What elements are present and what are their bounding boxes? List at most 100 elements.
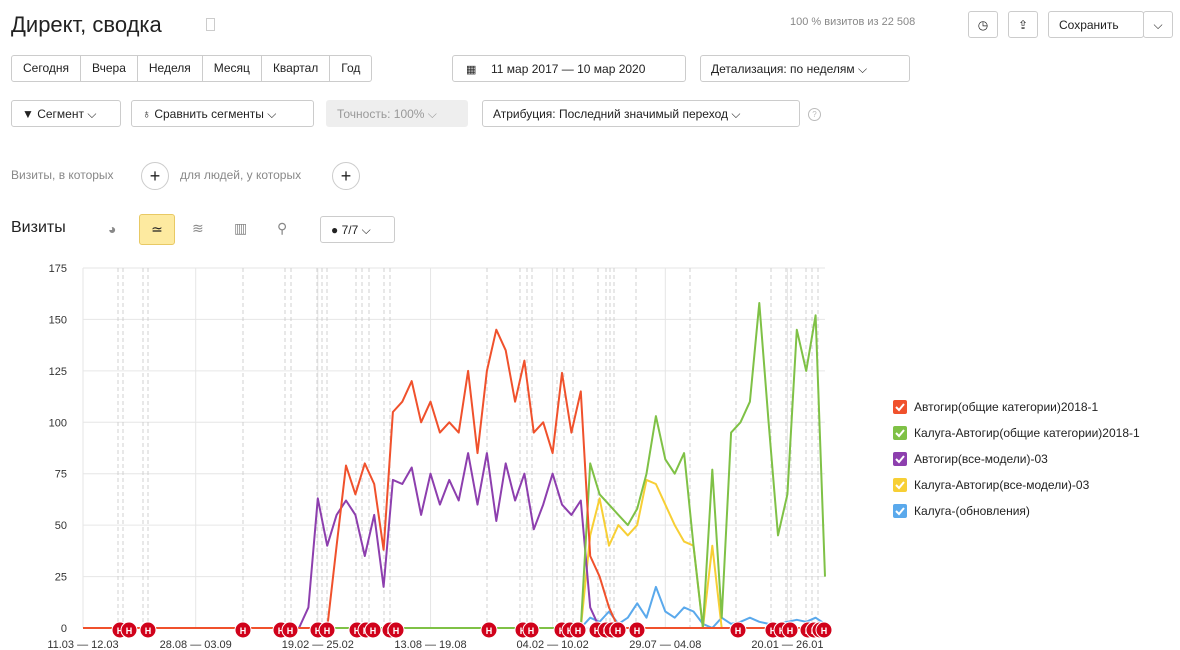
annotation-dot — [781, 621, 799, 639]
pie-icon[interactable]: ◕ — [108, 221, 117, 237]
period-button[interactable]: Неделя — [138, 56, 203, 81]
legend-label: Калуга-Автогир(общие категории)2018-1 — [914, 426, 1140, 440]
bookmark-icon[interactable] — [206, 18, 215, 31]
annotation-marker[interactable]: Н — [234, 621, 252, 639]
annotation-marker[interactable]: Н — [387, 621, 405, 639]
date-range[interactable]: 11 мар 2017 — 10 мар 2020 — [452, 55, 686, 82]
annotation-marker[interactable]: Н — [522, 621, 540, 639]
legend-item[interactable]: Калуга-(обновления) — [893, 504, 1030, 518]
y-tick-label: 150 — [49, 314, 67, 326]
annotation-label: Н — [240, 626, 247, 636]
annotation-marker[interactable]: Н — [815, 621, 833, 639]
area-icon[interactable]: ≋ — [192, 220, 204, 236]
annotation-marker[interactable]: Н — [609, 621, 627, 639]
annotation-dot — [364, 621, 382, 639]
add-people-condition[interactable]: + — [332, 162, 360, 190]
x-tick-label: 13.08 — 19.08 — [394, 639, 466, 650]
annotation-dot — [139, 621, 157, 639]
accuracy-label: Точность: 100% — [337, 107, 425, 121]
save-button[interactable]: Сохранить — [1048, 11, 1144, 38]
legend-label: Автогир(общие категории)2018-1 — [914, 400, 1099, 414]
detail-selector[interactable]: Детализация: по неделям ⌵ — [700, 55, 910, 82]
period-button[interactable]: Сегодня — [12, 56, 81, 81]
annotation-marker[interactable]: Н — [364, 621, 382, 639]
annotation-marker[interactable]: Н — [729, 621, 747, 639]
people-where: для людей, у которых — [180, 168, 302, 182]
annotation-marker[interactable]: Н — [139, 621, 157, 639]
annotation-label: Н — [145, 626, 152, 636]
y-tick-label: 50 — [55, 520, 67, 532]
help-icon[interactable]: ? — [808, 108, 821, 121]
save-menu[interactable]: ⌵ — [1143, 11, 1173, 38]
legend-check — [895, 507, 905, 516]
legend-item[interactable]: Калуга-Автогир(общие категории)2018-1 — [893, 426, 1140, 440]
x-tick-label: 04.02 — 10.02 — [517, 639, 589, 650]
annotation-label: Н — [354, 626, 361, 636]
accuracy-button[interactable]: Точность: 100% ⌵ — [326, 100, 468, 127]
annotation-dot — [387, 621, 405, 639]
segment-button[interactable]: ▼ Сегмент ⌵ — [11, 100, 121, 127]
compare-button[interactable]: ♁ Сравнить сегменты ⌵ — [131, 100, 314, 127]
x-tick-label: 19.02 — 25.02 — [282, 639, 354, 650]
x-tick-label: 11.03 — 12.03 — [47, 639, 118, 650]
x-tick-label: 20.01 — 26.01 — [751, 639, 823, 650]
annotation-label: Н — [735, 626, 742, 636]
legend-item[interactable]: Калуга-Автогир(все-модели)-03 — [893, 478, 1090, 492]
annotation-label: Н — [393, 626, 400, 636]
line-icon[interactable]: ≃ — [139, 214, 175, 245]
attribution-button[interactable]: Атрибуция: Последний значимый переход ⌵ — [482, 100, 800, 127]
bar-icon[interactable]: ▥ — [234, 220, 248, 236]
annotation-label: Н — [634, 626, 641, 636]
annotation-marker[interactable]: Н — [781, 621, 799, 639]
legend-item[interactable]: Автогир(общие категории)2018-1 — [893, 400, 1099, 414]
legend-checkbox — [893, 478, 907, 492]
legend-check — [895, 455, 905, 464]
annotation-label: Н — [821, 626, 828, 636]
annotation-dot — [522, 621, 540, 639]
annotation-marker[interactable]: Н — [480, 621, 498, 639]
legend-checkbox — [893, 504, 907, 518]
legend-label: Калуга-Автогир(все-модели)-03 — [914, 478, 1090, 492]
page-title: Директ, сводка — [11, 12, 162, 37]
period-button[interactable]: Год — [341, 61, 361, 75]
period-button[interactable]: Вчера — [81, 56, 138, 81]
chart-heading: Визиты — [11, 219, 66, 236]
annotation-dot — [234, 621, 252, 639]
period-selector: Сегодня Вчера Неделя Месяц Квартал Год — [11, 55, 373, 82]
annotation-label: Н — [370, 626, 377, 636]
x-tick-label: 28.08 — 03.09 — [160, 639, 232, 650]
annotation-label: Н — [278, 626, 285, 636]
annotation-marker[interactable]: Н — [120, 621, 138, 639]
history-button[interactable]: ◷ — [968, 11, 998, 38]
legend-label: Автогир(все-модели)-03 — [914, 452, 1048, 466]
annotation-dot — [281, 621, 299, 639]
legend-item[interactable]: Автогир(все-модели)-03 — [893, 452, 1048, 466]
annotation-marker[interactable]: Н — [318, 621, 336, 639]
export-button[interactable]: ⇪ — [1008, 11, 1038, 38]
period-button[interactable]: Квартал — [262, 56, 331, 81]
series-line — [83, 328, 825, 629]
annotation-dot — [729, 621, 747, 639]
series-count[interactable]: ● 7/7 ⌵ — [320, 216, 395, 243]
annotation-label: Н — [594, 626, 601, 636]
annotation-marker[interactable]: Н — [569, 621, 587, 639]
annotation-label: Н — [324, 626, 331, 636]
y-tick-label: 100 — [49, 417, 67, 429]
legend-checkbox — [893, 426, 907, 440]
series-line — [83, 302, 826, 629]
map-icon[interactable]: ⚲ — [277, 220, 288, 236]
annotation-marker[interactable]: Н — [628, 621, 646, 639]
detail-label: Детализация: по неделям — [711, 62, 855, 76]
legend-check — [895, 403, 905, 412]
y-tick-label: 25 — [55, 572, 67, 584]
compare-label: Сравнить сегменты — [154, 107, 264, 121]
add-visit-condition[interactable]: + — [141, 162, 169, 190]
annotation-label: Н — [528, 626, 535, 636]
segment-label: Сегмент — [37, 107, 84, 121]
period-button[interactable]: Месяц — [203, 56, 262, 81]
annotation-label: Н — [770, 626, 777, 636]
annotation-dot — [815, 621, 833, 639]
x-tick-label: 29.07 — 04.08 — [629, 639, 701, 650]
annotation-marker[interactable]: Н — [281, 621, 299, 639]
annotation-dot — [480, 621, 498, 639]
